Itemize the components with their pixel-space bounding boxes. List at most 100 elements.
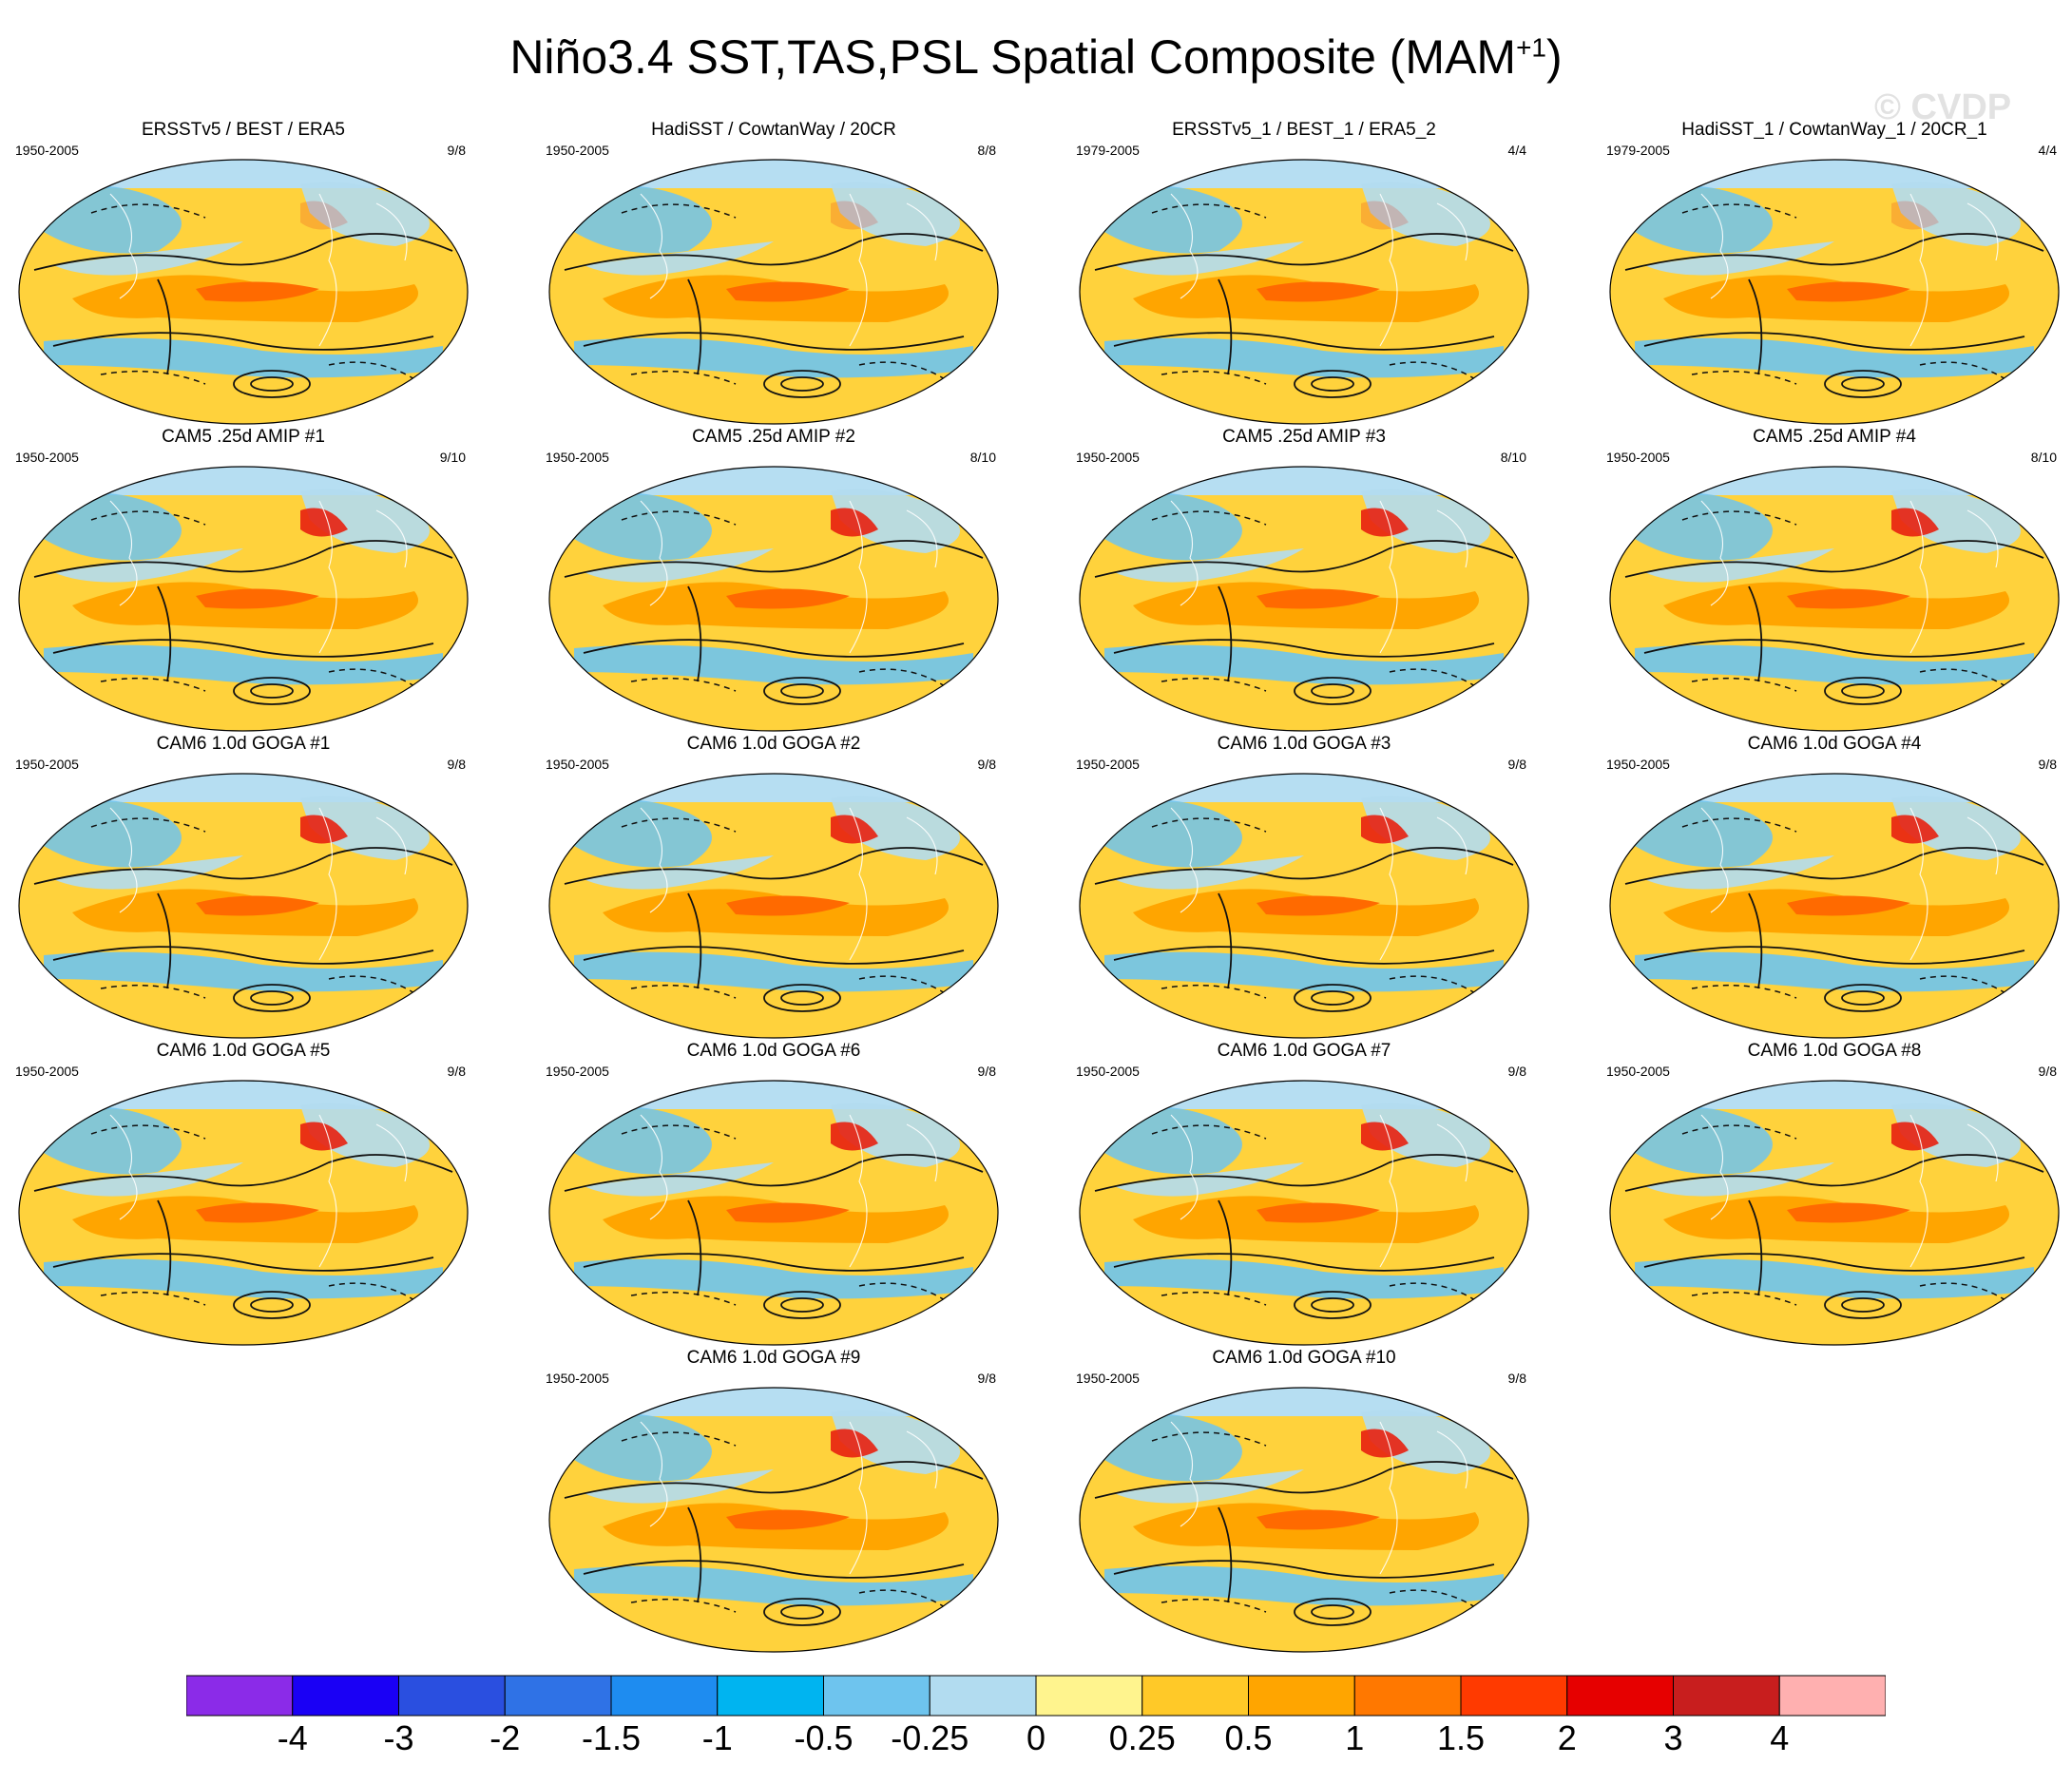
panel-title: CAM6 1.0d GOGA #1 [156, 734, 331, 754]
robinson-map [1079, 773, 1529, 1039]
colorbar-swatch [717, 1675, 824, 1717]
robinson-map [1079, 1387, 1529, 1653]
panel-title: HadiSST / CowtanWay / 20CR [651, 120, 896, 140]
panel-period: 1950-2005 [15, 1064, 79, 1079]
panel-period: 1950-2005 [15, 143, 79, 158]
colorbar-swatch [1353, 1675, 1462, 1717]
panel-period: 1950-2005 [1076, 1064, 1140, 1079]
panel-period: 1950-2005 [546, 450, 609, 465]
colorbar-swatch [1142, 1675, 1249, 1717]
map-panel: HadiSST_1 / CowtanWay_1 / 20CR_1 1979-200… [1606, 120, 2062, 425]
panel-ratio: 9/8 [977, 757, 996, 772]
panel-period: 1950-2005 [1076, 1371, 1140, 1386]
colorbar-tick-label: -1 [701, 1718, 733, 1757]
panel-title: CAM6 1.0d GOGA #6 [686, 1041, 861, 1061]
colorbar-tick-label: 3 [1663, 1718, 1683, 1757]
map-panel: CAM5 .25d AMIP #4 1950-2005 8/10 [1606, 427, 2062, 732]
robinson-map [548, 159, 999, 425]
panel-ratio: 9/8 [447, 757, 466, 772]
robinson-map [1609, 466, 2060, 732]
colorbar-swatch [1035, 1675, 1143, 1717]
panel-title: CAM6 1.0d GOGA #5 [156, 1041, 331, 1061]
map-panel: CAM6 1.0d GOGA #6 1950-2005 9/8 [546, 1041, 1002, 1346]
panel-title: CAM5 .25d AMIP #2 [692, 427, 855, 447]
map-panel: CAM6 1.0d GOGA #8 1950-2005 9/8 [1606, 1041, 2062, 1346]
colorbar-swatch [929, 1675, 1037, 1717]
robinson-map [18, 773, 469, 1039]
panel-period: 1950-2005 [546, 757, 609, 772]
colorbar-tick-label: -2 [489, 1718, 521, 1757]
colorbar-tick-label: 0.25 [1108, 1718, 1176, 1757]
watermark: © CVDP [1874, 87, 2012, 127]
map-panel: ERSSTv5 / BEST / ERA5 1950-2005 9/8 [15, 120, 471, 425]
panel-period: 1950-2005 [546, 1064, 609, 1079]
colorbar-tick-label: 0.5 [1224, 1718, 1273, 1757]
figure-title: Niño3.4 SST,TAS,PSL Spatial Composite (M… [509, 30, 1563, 84]
panel-ratio: 8/10 [969, 450, 996, 465]
colorbar-tick-label: -0.25 [891, 1718, 969, 1757]
robinson-map [1079, 1080, 1529, 1346]
panel-title: CAM6 1.0d GOGA #2 [686, 734, 861, 754]
colorbar-swatch [186, 1675, 294, 1717]
panel-title: ERSSTv5 / BEST / ERA5 [141, 120, 345, 140]
colorbar-swatch [504, 1675, 612, 1717]
panel-title: CAM6 1.0d GOGA #9 [686, 1348, 861, 1368]
panel-period: 1950-2005 [1076, 757, 1140, 772]
panel-ratio: 8/8 [977, 143, 996, 158]
panel-ratio: 9/10 [439, 450, 466, 465]
robinson-map [18, 466, 469, 732]
map-panel: CAM6 1.0d GOGA #10 1950-2005 9/8 [1076, 1348, 1532, 1653]
panel-ratio: 9/8 [1507, 757, 1526, 772]
colorbar-tick-label: -0.5 [794, 1718, 854, 1757]
panel-title: ERSSTv5_1 / BEST_1 / ERA5_2 [1172, 120, 1436, 140]
map-panel: CAM6 1.0d GOGA #5 1950-2005 9/8 [15, 1041, 471, 1346]
panel-ratio: 4/4 [2038, 143, 2057, 158]
panel-ratio: 9/8 [977, 1371, 996, 1386]
robinson-map [1079, 466, 1529, 732]
map-panel: CAM6 1.0d GOGA #9 1950-2005 9/8 [546, 1348, 1002, 1653]
map-panel: CAM5 .25d AMIP #3 1950-2005 8/10 [1076, 427, 1532, 732]
colorbar [186, 1675, 1886, 1717]
panel-ratio: 9/8 [1507, 1064, 1526, 1079]
colorbar-swatch [398, 1675, 506, 1717]
colorbar-swatch [1566, 1675, 1674, 1717]
colorbar-swatch [1778, 1675, 1886, 1717]
panel-title: CAM5 .25d AMIP #4 [1753, 427, 1916, 447]
panel-title: CAM6 1.0d GOGA #8 [1747, 1041, 1922, 1061]
colorbar-tick-label: 1 [1345, 1718, 1365, 1757]
panel-ratio: 8/10 [1500, 450, 1526, 465]
colorbar-swatch [610, 1675, 719, 1717]
colorbar-tick-label: -3 [383, 1718, 414, 1757]
map-panel: CAM6 1.0d GOGA #4 1950-2005 9/8 [1606, 734, 2062, 1039]
colorbar-tick-label: -1.5 [581, 1718, 642, 1757]
map-panel: HadiSST / CowtanWay / 20CR 1950-2005 8/8 [546, 120, 1002, 425]
colorbar-tick-label: 4 [1770, 1718, 1790, 1757]
robinson-map [18, 159, 469, 425]
map-panel: CAM5 .25d AMIP #1 1950-2005 9/10 [15, 427, 471, 732]
panel-ratio: 9/8 [2038, 1064, 2057, 1079]
robinson-map [18, 1080, 469, 1346]
panel-title: CAM6 1.0d GOGA #4 [1747, 734, 1922, 754]
robinson-map [548, 1080, 999, 1346]
colorbar-swatch [1248, 1675, 1355, 1717]
panel-title: CAM6 1.0d GOGA #10 [1212, 1348, 1396, 1368]
colorbar-swatch [292, 1675, 399, 1717]
panel-ratio: 9/8 [447, 143, 466, 158]
map-panel: CAM6 1.0d GOGA #1 1950-2005 9/8 [15, 734, 471, 1039]
panel-period: 1950-2005 [1606, 757, 1670, 772]
robinson-map [1609, 159, 2060, 425]
map-panel: ERSSTv5_1 / BEST_1 / ERA5_2 1979-2005 4/4 [1076, 120, 1532, 425]
panel-period: 1950-2005 [1076, 450, 1140, 465]
panel-ratio: 9/8 [1507, 1371, 1526, 1386]
panel-title: HadiSST_1 / CowtanWay_1 / 20CR_1 [1681, 120, 1987, 140]
robinson-map [548, 773, 999, 1039]
panel-period: 1950-2005 [15, 757, 79, 772]
panel-ratio: 4/4 [1507, 143, 1526, 158]
map-panel: CAM5 .25d AMIP #2 1950-2005 8/10 [546, 427, 1002, 732]
panel-period: 1979-2005 [1076, 143, 1140, 158]
robinson-map [548, 466, 999, 732]
map-panel: CAM6 1.0d GOGA #7 1950-2005 9/8 [1076, 1041, 1532, 1346]
panel-period: 1950-2005 [15, 450, 79, 465]
panel-ratio: 9/8 [2038, 757, 2057, 772]
panel-period: 1950-2005 [1606, 450, 1670, 465]
